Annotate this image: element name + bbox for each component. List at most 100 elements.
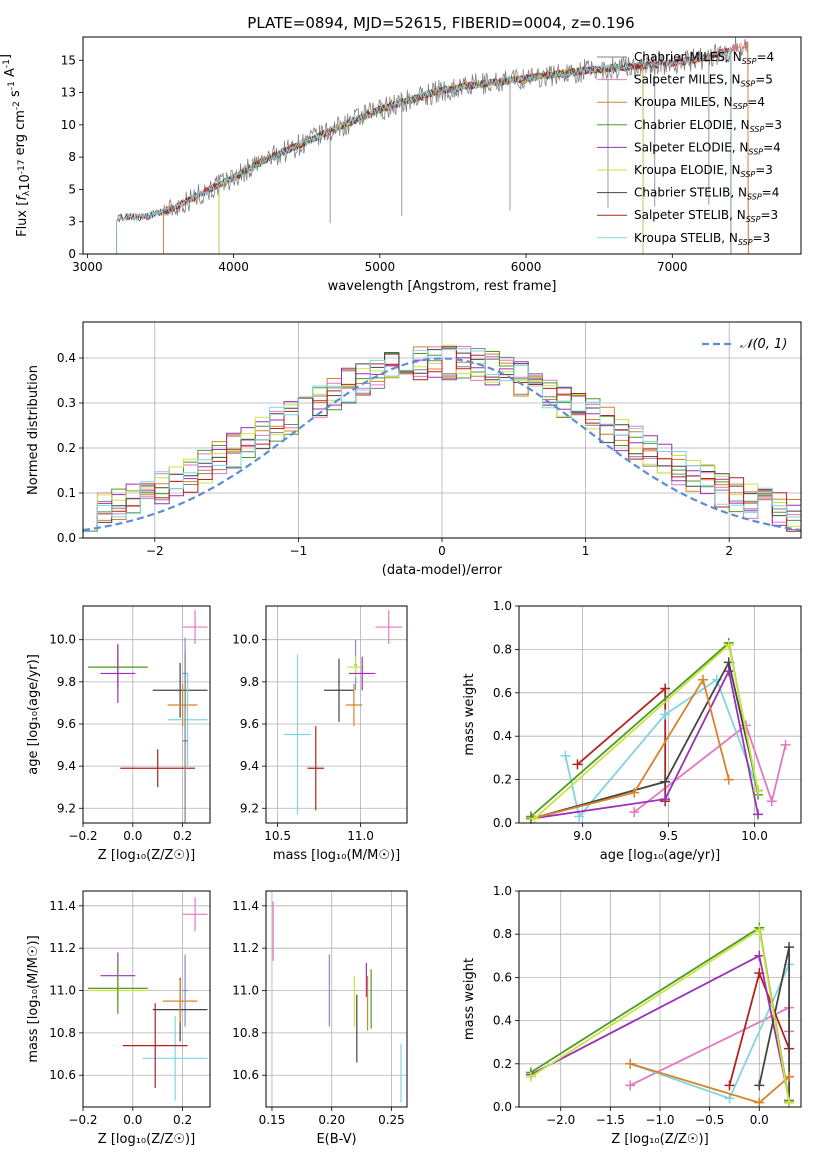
massweight-series xyxy=(572,683,671,807)
y-tick-label: 0.2 xyxy=(493,1057,512,1071)
y-tick-label: 0.0 xyxy=(57,531,76,545)
massweight-marker xyxy=(754,1097,765,1108)
errorbar-point xyxy=(182,897,208,932)
axes-frame xyxy=(518,605,802,824)
y-tick-label: 0.1 xyxy=(57,486,76,500)
massweight-marker xyxy=(766,796,777,807)
panel-age-vs-Z: −0.2 0.0 0.2 9.2 9.4 9.6 9.8 10.0 Z [log₁₀(Z/Z☉)… xyxy=(26,605,211,863)
massweight-marker xyxy=(754,1080,765,1091)
errorbar-layer xyxy=(284,610,403,815)
x-tick-label: 0.0 xyxy=(123,829,142,843)
y-axis-label: age [log₁₀(age/yr)] xyxy=(26,654,41,775)
y-tick-label: 9.8 xyxy=(57,675,76,689)
legend-label: Chabrier STELIB, NSSP=4 xyxy=(634,186,779,202)
x-tick-label: −0.2 xyxy=(68,1113,97,1127)
x-tick-label: 3000 xyxy=(72,260,103,274)
y-tick-label: 11.0 xyxy=(232,984,259,998)
legend-label: Kroupa STELIB, NSSP=3 xyxy=(634,231,770,247)
massweight-marker xyxy=(660,709,671,720)
x-axis-label: Z [log₁₀(Z/Z☉)] xyxy=(98,848,195,863)
massweight-marker xyxy=(629,807,640,818)
legend-label: Kroupa MILES, NSSP=4 xyxy=(634,95,765,111)
y-tick-label: 11.4 xyxy=(49,899,76,913)
y-tick-label: 9.4 xyxy=(240,759,259,773)
massweight-marker xyxy=(574,811,585,822)
massweight-marker xyxy=(784,942,795,953)
y-tick-label: 0.8 xyxy=(493,642,512,656)
massweight-marker xyxy=(784,1097,795,1108)
errorbar-point xyxy=(284,654,311,815)
panel-massweight-vs-age: 9.0 9.5 10.0 0.0 0.2 0.4 0.6 0.8 1.0 age [log₁₀(a… xyxy=(462,599,802,863)
x-tick-label: 4000 xyxy=(218,260,249,274)
legend-label: Salpeter ELODIE, NSSP=4 xyxy=(634,140,781,156)
x-tick-label: 5000 xyxy=(365,260,396,274)
massweight-marker xyxy=(572,759,583,770)
massweight-marker xyxy=(753,785,764,796)
errorbar-point xyxy=(375,610,403,644)
y-tick-label: 0.4 xyxy=(57,351,76,365)
axes-frame xyxy=(265,605,408,824)
massweight-marker xyxy=(723,774,734,785)
legend-label: Salpeter STELIB, NSSP=3 xyxy=(634,208,778,224)
x-tick-label: 0.20 xyxy=(318,1113,345,1127)
massweight-marker xyxy=(529,813,540,824)
x-tick-label: −0.2 xyxy=(68,829,97,843)
legend: Chabrier MILES, NSSP=4 Salpeter MILES, NS… xyxy=(597,50,782,247)
x-tick-label: −2 xyxy=(146,544,164,558)
panel-residuals: −2 −1 0 1 2 0.0 0.1 0.2 0.3 0.4 (data-model)/error… xyxy=(26,321,802,578)
y-tick-label: 11.0 xyxy=(49,984,76,998)
errorbar-point xyxy=(348,656,376,691)
errorbar-point xyxy=(120,749,196,788)
errorbar-point xyxy=(182,610,208,644)
axes-frame xyxy=(82,890,211,1108)
y-tick-label: 0 xyxy=(68,247,76,261)
massweight-marker xyxy=(754,950,765,961)
errorbar-point xyxy=(347,656,364,678)
massweight-line xyxy=(530,677,730,820)
massweight-series xyxy=(526,674,734,824)
y-tick-label: 0.0 xyxy=(493,1100,512,1114)
legend-label: Kroupa ELODIE, NSSP=3 xyxy=(634,163,773,179)
massweight-layer xyxy=(526,637,791,824)
legend-label: 𝒩(0, 1) xyxy=(740,337,787,352)
errorbar-point xyxy=(142,1015,208,1101)
massweight-marker xyxy=(780,739,791,750)
x-tick-label: 9.5 xyxy=(659,829,678,843)
x-tick-label: 0.25 xyxy=(378,1113,405,1127)
y-axis-label: mass [log₁₀(M/M☉)] xyxy=(26,935,41,1062)
massweight-line xyxy=(633,723,787,813)
massweight-marker xyxy=(753,809,764,820)
panel-age-vs-mass: 10.5 11.0 9.2 9.4 9.6 9.8 10.0 mass [log₁₀(M/M☉… xyxy=(232,605,408,863)
massweight-series xyxy=(629,720,791,818)
y-tick-label: 9.4 xyxy=(57,759,76,773)
massweight-marker xyxy=(625,1058,636,1069)
x-axis-label: wavelength [Angstrom, rest frame] xyxy=(328,279,557,294)
y-tick-label: 0.0 xyxy=(493,816,512,830)
panel-mass-vs-Z: −0.2 0.0 0.2 10.6 10.8 11.0 11.2 11.4 Z [log₁₀(Z… xyxy=(26,890,211,1147)
y-tick-label: 0.8 xyxy=(493,927,512,941)
x-tick-label: 0.0 xyxy=(123,1113,142,1127)
y-tick-label: 11.4 xyxy=(232,899,259,913)
massweight-series xyxy=(526,666,764,824)
panel-mass-vs-ebv: 0.15 0.20 0.25 10.6 10.8 11.0 11.2 11.4 E(B-V) xyxy=(232,890,408,1147)
x-tick-label: 11.0 xyxy=(347,829,374,843)
axes-frame xyxy=(82,605,211,824)
x-tick-label: 0.15 xyxy=(259,1113,286,1127)
x-tick-label: −0.5 xyxy=(695,1113,724,1127)
legend-label: Chabrier MILES, NSSP=4 xyxy=(634,50,774,66)
errorbar-point xyxy=(345,683,363,727)
y-tick-label: 9.8 xyxy=(240,675,259,689)
x-tick-label: 6000 xyxy=(511,260,542,274)
errorbar-layer xyxy=(87,610,208,823)
y-tick-label: 0.4 xyxy=(493,1014,512,1028)
legend-label: Chabrier ELODIE, NSSP=3 xyxy=(634,118,782,134)
errorbar-point xyxy=(182,652,188,823)
massweight-marker xyxy=(660,794,671,805)
massweight-series xyxy=(525,924,795,1108)
massweight-layer xyxy=(525,922,795,1108)
y-tick-label: 10 xyxy=(61,118,76,132)
y-tick-label: 1.0 xyxy=(493,599,512,613)
x-tick-label: −1 xyxy=(290,544,308,558)
x-tick-label: −1.5 xyxy=(596,1113,625,1127)
